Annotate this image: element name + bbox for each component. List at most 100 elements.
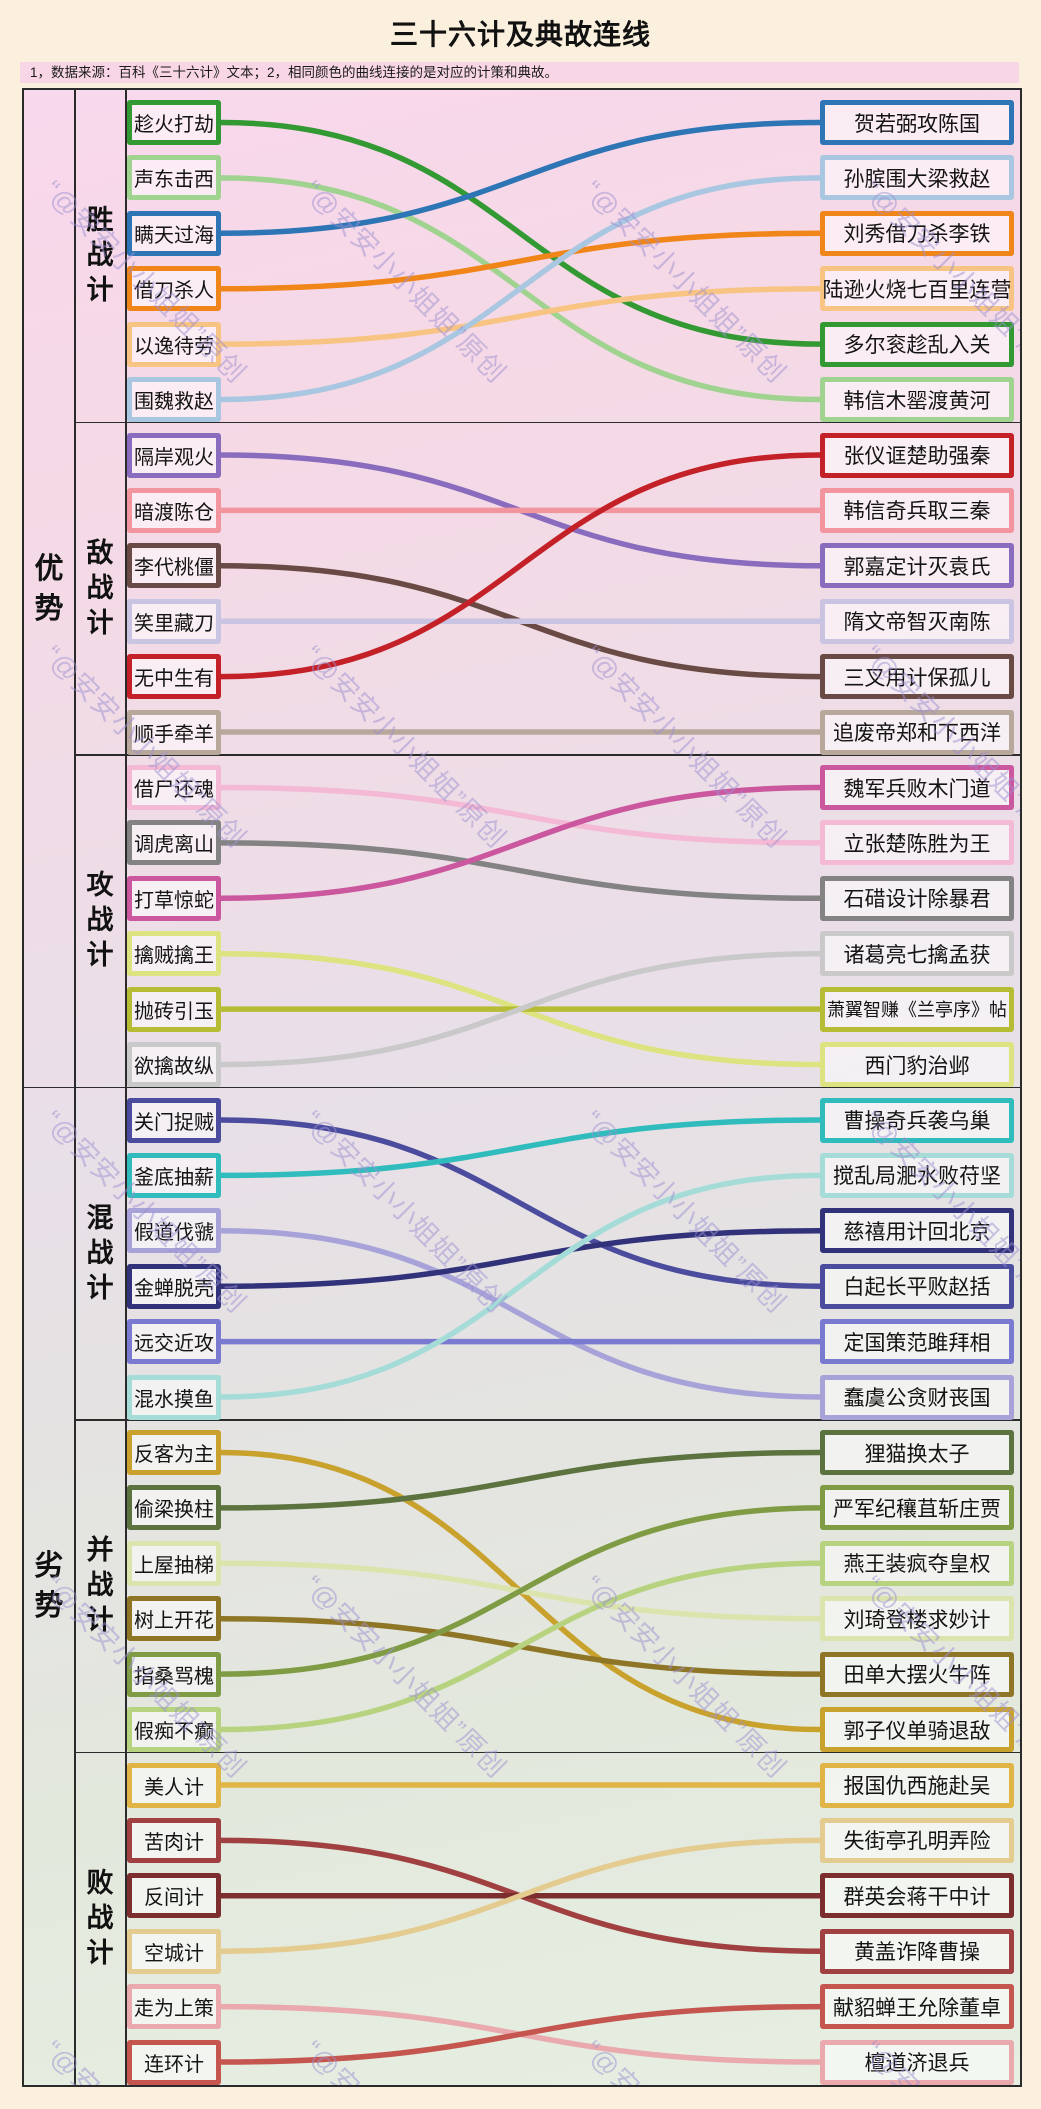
stratagem-box: 声东击西 — [127, 155, 221, 201]
section-divider-line — [74, 1419, 1020, 1421]
story-box: 搅乱局淝水败苻坚 — [820, 1152, 1014, 1198]
stratagem-box: 偷梁换柱 — [127, 1485, 221, 1531]
stratagem-box: 树上开花 — [127, 1596, 221, 1642]
stratagem-box: 混水摸鱼 — [127, 1374, 221, 1420]
connection-curve — [220, 1449, 821, 1511]
stratagem-box: 顺手牵羊 — [127, 709, 221, 755]
story-box: 刘琦登楼求妙计 — [820, 1596, 1014, 1642]
group-label-disadvantage: 劣势 — [34, 1550, 64, 1622]
story-box: 诸葛亮七擒孟获 — [820, 931, 1014, 977]
story-box: 石碏设计除暴君 — [820, 875, 1014, 921]
stratagem-box: 抛砖引玉 — [127, 986, 221, 1032]
stratagem-box: 美人计 — [127, 1762, 221, 1808]
group-label-advantage: 优势 — [34, 553, 64, 625]
stratagem-box: 打草惊蛇 — [127, 875, 221, 921]
stratagem-box: 反间计 — [127, 1873, 221, 1919]
story-box: 檀道济退兵 — [820, 2039, 1014, 2085]
stratagem-box: 趁火打劫 — [127, 100, 221, 145]
stratagem-box: 李代桃僵 — [127, 543, 221, 589]
stratagem-box: 釜底抽薪 — [127, 1152, 221, 1198]
connection-curve — [220, 784, 821, 846]
story-box: 韩信木罂渡黄河 — [820, 377, 1014, 422]
group-divider-line — [24, 1086, 1020, 1089]
story-box: 田单大摆火牛阵 — [820, 1651, 1014, 1697]
story-box: 白起长平败赵括 — [820, 1263, 1014, 1309]
category-label-1: 胜战计 — [86, 205, 114, 306]
story-box: 陆逊火烧七百里连营 — [820, 266, 1014, 312]
connection-curve — [220, 119, 821, 347]
story-box: 严军纪穰苴斩庄贾 — [820, 1485, 1014, 1531]
story-box: 群英会蒋干中计 — [820, 1873, 1014, 1919]
page-title: 三十六计及典故连线 — [389, 19, 651, 50]
story-box: 狸猫换太子 — [820, 1430, 1014, 1475]
connection-curve — [220, 119, 821, 237]
category-label-3: 攻战计 — [86, 870, 114, 971]
connection-curve — [220, 1117, 821, 1179]
story-box: 郭子仪单骑退敌 — [820, 1707, 1014, 1752]
story-box: 多尔衮趁乱入关 — [820, 321, 1014, 367]
stratagem-box: 暗渡陈仓 — [127, 487, 221, 533]
section-divider-line — [74, 421, 1020, 424]
connection-curve — [220, 1837, 821, 1954]
category-label-4: 混战计 — [86, 1202, 114, 1303]
stratagem-box: 走为上策 — [127, 1984, 221, 2030]
stratagem-box: 隔岸观火 — [127, 432, 221, 478]
stratagem-box: 假痴不癫 — [127, 1707, 221, 1752]
stratagem-box: 苦肉计 — [127, 1817, 221, 1863]
story-box: 失街亭孔明弄险 — [820, 1817, 1014, 1863]
connection-curve — [220, 1228, 821, 1400]
source-note: 1，数据来源：百科《三十六计》文本；2，相同颜色的曲线连接的是对应的计策和典故。 — [20, 62, 1019, 83]
story-box: 定国策范雎拜相 — [820, 1319, 1014, 1365]
story-box: 贺若弼攻陈国 — [820, 100, 1014, 145]
stratagem-box: 瞒天过海 — [127, 210, 221, 256]
story-box: 蠢虞公贪财丧国 — [820, 1374, 1014, 1420]
stratagem-box: 借尸还魂 — [127, 765, 221, 810]
story-box: 韩信奇兵取三秦 — [820, 487, 1014, 533]
story-box: 报国仇西施赴吴 — [820, 1762, 1014, 1808]
stratagem-box: 空城计 — [127, 1928, 221, 1974]
story-box: 曹操奇兵袭乌巢 — [820, 1097, 1014, 1143]
story-box: 隋文帝智灭南陈 — [820, 598, 1014, 644]
connection-curve — [220, 230, 821, 292]
connection-curve — [220, 1117, 821, 1289]
story-box: 燕王装疯夺皇权 — [820, 1540, 1014, 1586]
connection-curve — [220, 840, 821, 902]
stratagem-box: 借刀杀人 — [127, 266, 221, 312]
connection-curves-layer — [220, 119, 821, 2065]
stratagem-box: 假道伐虢 — [127, 1208, 221, 1254]
section-divider-line — [74, 754, 1020, 756]
connection-curve — [220, 1172, 821, 1400]
stratagem-box: 远交近攻 — [127, 1319, 221, 1365]
category-label-2: 敌战计 — [86, 537, 114, 638]
stratagem-box: 以逸待劳 — [127, 321, 221, 367]
story-box: 追废帝郑和下西洋 — [820, 709, 1014, 755]
category-label-6: 败战计 — [86, 1867, 114, 1968]
connection-curve — [220, 452, 821, 680]
connection-curve — [220, 175, 821, 403]
story-box: 三叉用计保孤儿 — [820, 654, 1014, 700]
story-box: 萧翼智赚《兰亭序》帖 — [820, 986, 1014, 1032]
section-divider-line — [74, 1751, 1020, 1754]
story-box: 慈禧用计回北京 — [820, 1208, 1014, 1254]
connection-curve — [220, 1228, 821, 1289]
story-box: 献貂蝉王允除董卓 — [820, 1984, 1014, 2030]
story-box: 刘秀借刀杀李铁 — [820, 210, 1014, 256]
connection-curve — [220, 285, 821, 347]
stratagem-box: 欲擒故纵 — [127, 1042, 221, 1087]
story-box: 立张楚陈胜为王 — [820, 820, 1014, 866]
story-box: 魏军兵败木门道 — [820, 765, 1014, 810]
stratagem-box: 金蝉脱壳 — [127, 1263, 221, 1309]
connection-curve — [220, 2003, 821, 2065]
connection-curve — [220, 1560, 821, 1733]
category-label-5: 并战计 — [86, 1535, 114, 1636]
connection-curve — [220, 784, 821, 902]
stratagem-box: 关门捉贼 — [127, 1097, 221, 1143]
story-box: 孙膑围大梁救赵 — [820, 155, 1014, 201]
connection-curve — [220, 950, 821, 1068]
stratagem-box: 上屋抽梯 — [127, 1540, 221, 1586]
story-box: 黄盖诈降曹操 — [820, 1928, 1014, 1974]
stratagem-story-diagram: 优势 劣势 胜战计 趁火打劫 声东击西 瞒天过海 借刀杀人 以逸待劳 围魏救赵 贺若弼攻陈国孙… — [22, 88, 1022, 2087]
stratagem-box: 无中生有 — [127, 654, 221, 700]
stratagem-box: 笑里藏刀 — [127, 598, 221, 644]
